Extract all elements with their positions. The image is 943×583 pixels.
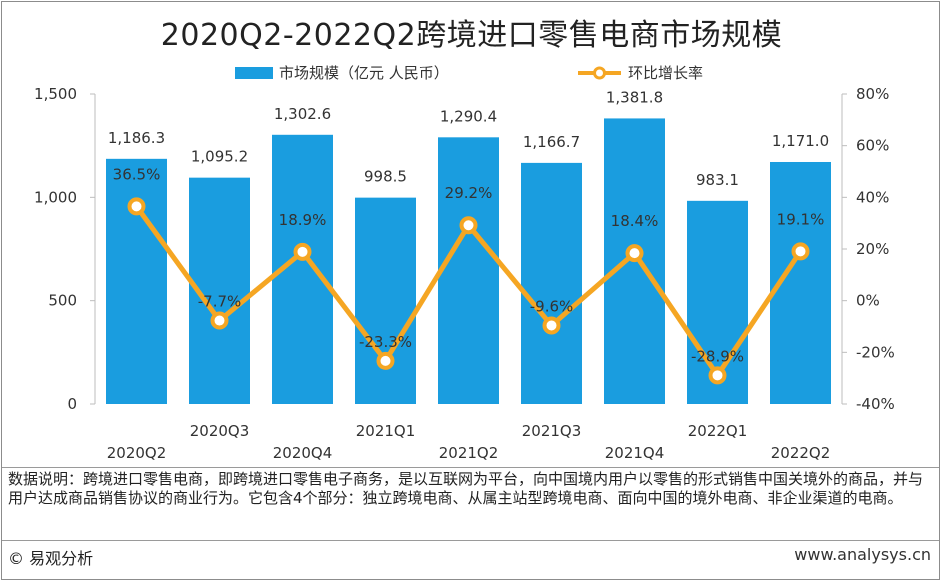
bar-value-label: 1,171.0	[772, 132, 829, 150]
y-right-tick-label: 0%	[856, 292, 880, 310]
bar	[106, 158, 167, 404]
rate-value-label: 36.5%	[113, 165, 161, 183]
y-right-tick-label: -40%	[856, 395, 895, 413]
bar-value-label: 1,186.3	[108, 129, 165, 147]
bar-value-label: 998.5	[364, 168, 407, 186]
rate-value-label: 29.2%	[445, 184, 493, 202]
y-right-tick-label: -20%	[856, 343, 895, 361]
copyright-text: © 易观分析	[8, 549, 94, 568]
rate-marker	[376, 351, 395, 370]
x-tick-label: 2020Q4	[273, 444, 333, 462]
y-left-tick-label: 1,000	[34, 188, 77, 206]
legend-line-label: 环比增长率	[628, 64, 703, 82]
y-right-tick-label: 60%	[856, 137, 889, 155]
rate-marker	[459, 216, 478, 235]
legend-bar-label: 市场规模（亿元 人民币）	[279, 64, 449, 82]
rate-value-label: 18.9%	[279, 211, 327, 229]
x-tick-label: 2022Q1	[688, 422, 748, 440]
legend-bar-swatch	[235, 67, 273, 79]
rate-marker	[708, 366, 727, 385]
bar-value-label: 1,381.8	[606, 88, 663, 106]
x-tick-label: 2021Q1	[356, 422, 416, 440]
note-divider	[2, 467, 939, 468]
bar	[521, 162, 582, 404]
rate-marker	[625, 244, 644, 263]
legend-line-marker	[593, 66, 606, 80]
y-left-tick-label: 0	[67, 395, 77, 413]
rate-marker	[791, 242, 810, 261]
bar-value-label: 1,290.4	[440, 107, 497, 125]
x-tick-label: 2021Q3	[522, 422, 582, 440]
y-right-tick-label: 80%	[856, 85, 889, 103]
rate-marker	[293, 242, 312, 261]
x-tick-label: 2021Q2	[439, 444, 499, 462]
rate-value-label: -23.3%	[359, 333, 412, 351]
rate-marker	[210, 311, 229, 330]
x-tick-label: 2020Q2	[107, 444, 167, 462]
x-tick-label: 2022Q2	[771, 444, 831, 462]
rate-value-label: -28.9%	[691, 347, 744, 365]
bar	[355, 197, 416, 404]
rate-marker	[127, 197, 146, 216]
bar-value-label: 983.1	[696, 171, 739, 189]
data-note: 数据说明：跨境进口零售电商，即跨境进口零售电子商务，是以互联网为平台，向中国境内…	[8, 470, 924, 507]
x-tick-label: 2020Q3	[190, 422, 250, 440]
rate-value-label: -9.6%	[530, 297, 574, 315]
rate-value-label: 18.4%	[611, 212, 659, 230]
y-right-tick-label: 20%	[856, 240, 889, 258]
footer-divider	[2, 540, 939, 541]
bar-value-label: 1,302.6	[274, 105, 331, 123]
y-left-tick-label: 500	[48, 292, 77, 310]
x-tick-label: 2021Q4	[605, 444, 665, 462]
y-right-tick-label: 40%	[856, 188, 889, 206]
source-url: www.analysys.cn	[794, 545, 931, 564]
y-left-tick-label: 1,500	[34, 85, 77, 103]
bar-value-label: 1,095.2	[191, 148, 248, 166]
chart-title: 2020Q2-2022Q2跨境进口零售电商市场规模	[160, 18, 783, 53]
rate-value-label: 19.1%	[777, 210, 825, 228]
rate-value-label: -7.7%	[198, 293, 242, 311]
bar	[438, 137, 499, 405]
bar-value-label: 1,166.7	[523, 133, 580, 151]
rate-marker	[542, 316, 561, 335]
